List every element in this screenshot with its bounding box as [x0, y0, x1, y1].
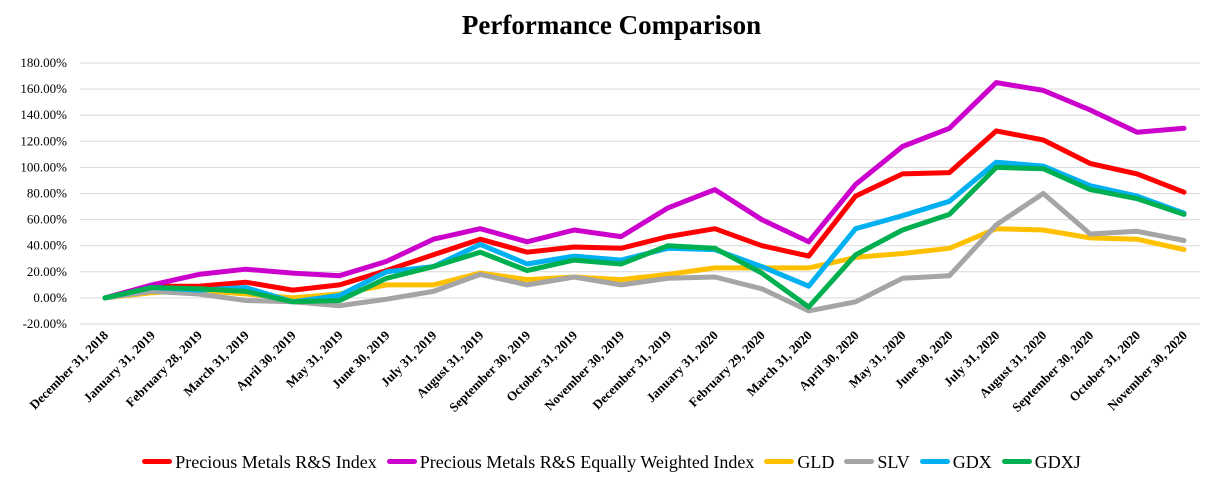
legend-label: Precious Metals R&S Index — [175, 452, 377, 472]
x-tick-label: December 31, 2018 — [26, 327, 111, 412]
legend-label: GDXJ — [1034, 452, 1081, 472]
y-tick-label: 160.00% — [20, 81, 67, 96]
legend-swatch — [919, 459, 950, 465]
x-tick-label: November 30, 2020 — [1104, 328, 1190, 414]
series-line-precious-metals-r-s-index — [102, 128, 1187, 301]
x-tick-label: December 31, 2019 — [589, 327, 674, 412]
legend-label: GDX — [952, 452, 992, 472]
y-tick-label: 40.00% — [27, 238, 67, 253]
x-tick-label: September 30, 2019 — [446, 327, 534, 415]
legend-label: Precious Metals R&S Equally Weighted Ind… — [419, 452, 755, 472]
y-tick-label: 60.00% — [27, 212, 67, 227]
x-tick-label: September 30, 2020 — [1009, 328, 1096, 415]
legend-label: SLV — [877, 452, 910, 472]
plot-area: -20.00% 0.00% 20.00% 40.00% 60.00% 80.00% 100.… — [20, 55, 1200, 415]
legend-swatch — [844, 459, 875, 465]
legend-swatch — [142, 459, 173, 465]
y-tick-label: 180.00% — [20, 55, 67, 70]
y-tick-label: -20.00% — [23, 316, 68, 331]
chart-title: Performance Comparison — [461, 10, 762, 40]
y-tick-label: 120.00% — [20, 133, 67, 148]
y-tick-label: 100.00% — [20, 159, 67, 174]
y-tick-label: 0.00% — [33, 290, 67, 305]
series-line-precious-metals-r-s-equally-weighted-index — [102, 80, 1187, 301]
legend-swatch — [1001, 459, 1032, 465]
y-tick-label: 20.00% — [27, 264, 67, 279]
legend-item: GDXJ — [1001, 452, 1081, 473]
legend-swatch — [386, 459, 417, 465]
legend-item: SLV — [844, 452, 910, 473]
legend-item: GLD — [764, 452, 834, 473]
x-tick-label: November 30, 2019 — [541, 327, 627, 413]
y-tick-label: 140.00% — [20, 107, 67, 122]
series-line-gdxj — [102, 164, 1187, 310]
y-tick-label: 80.00% — [27, 186, 67, 201]
legend-item: Precious Metals R&S Index — [142, 452, 377, 473]
legend-label: GLD — [797, 452, 835, 472]
legend-item: GDX — [919, 452, 992, 473]
legend-swatch — [764, 459, 795, 465]
legend-item: Precious Metals R&S Equally Weighted Ind… — [386, 452, 755, 473]
legend: Precious Metals R&S Index Precious Metals… — [0, 452, 1223, 473]
